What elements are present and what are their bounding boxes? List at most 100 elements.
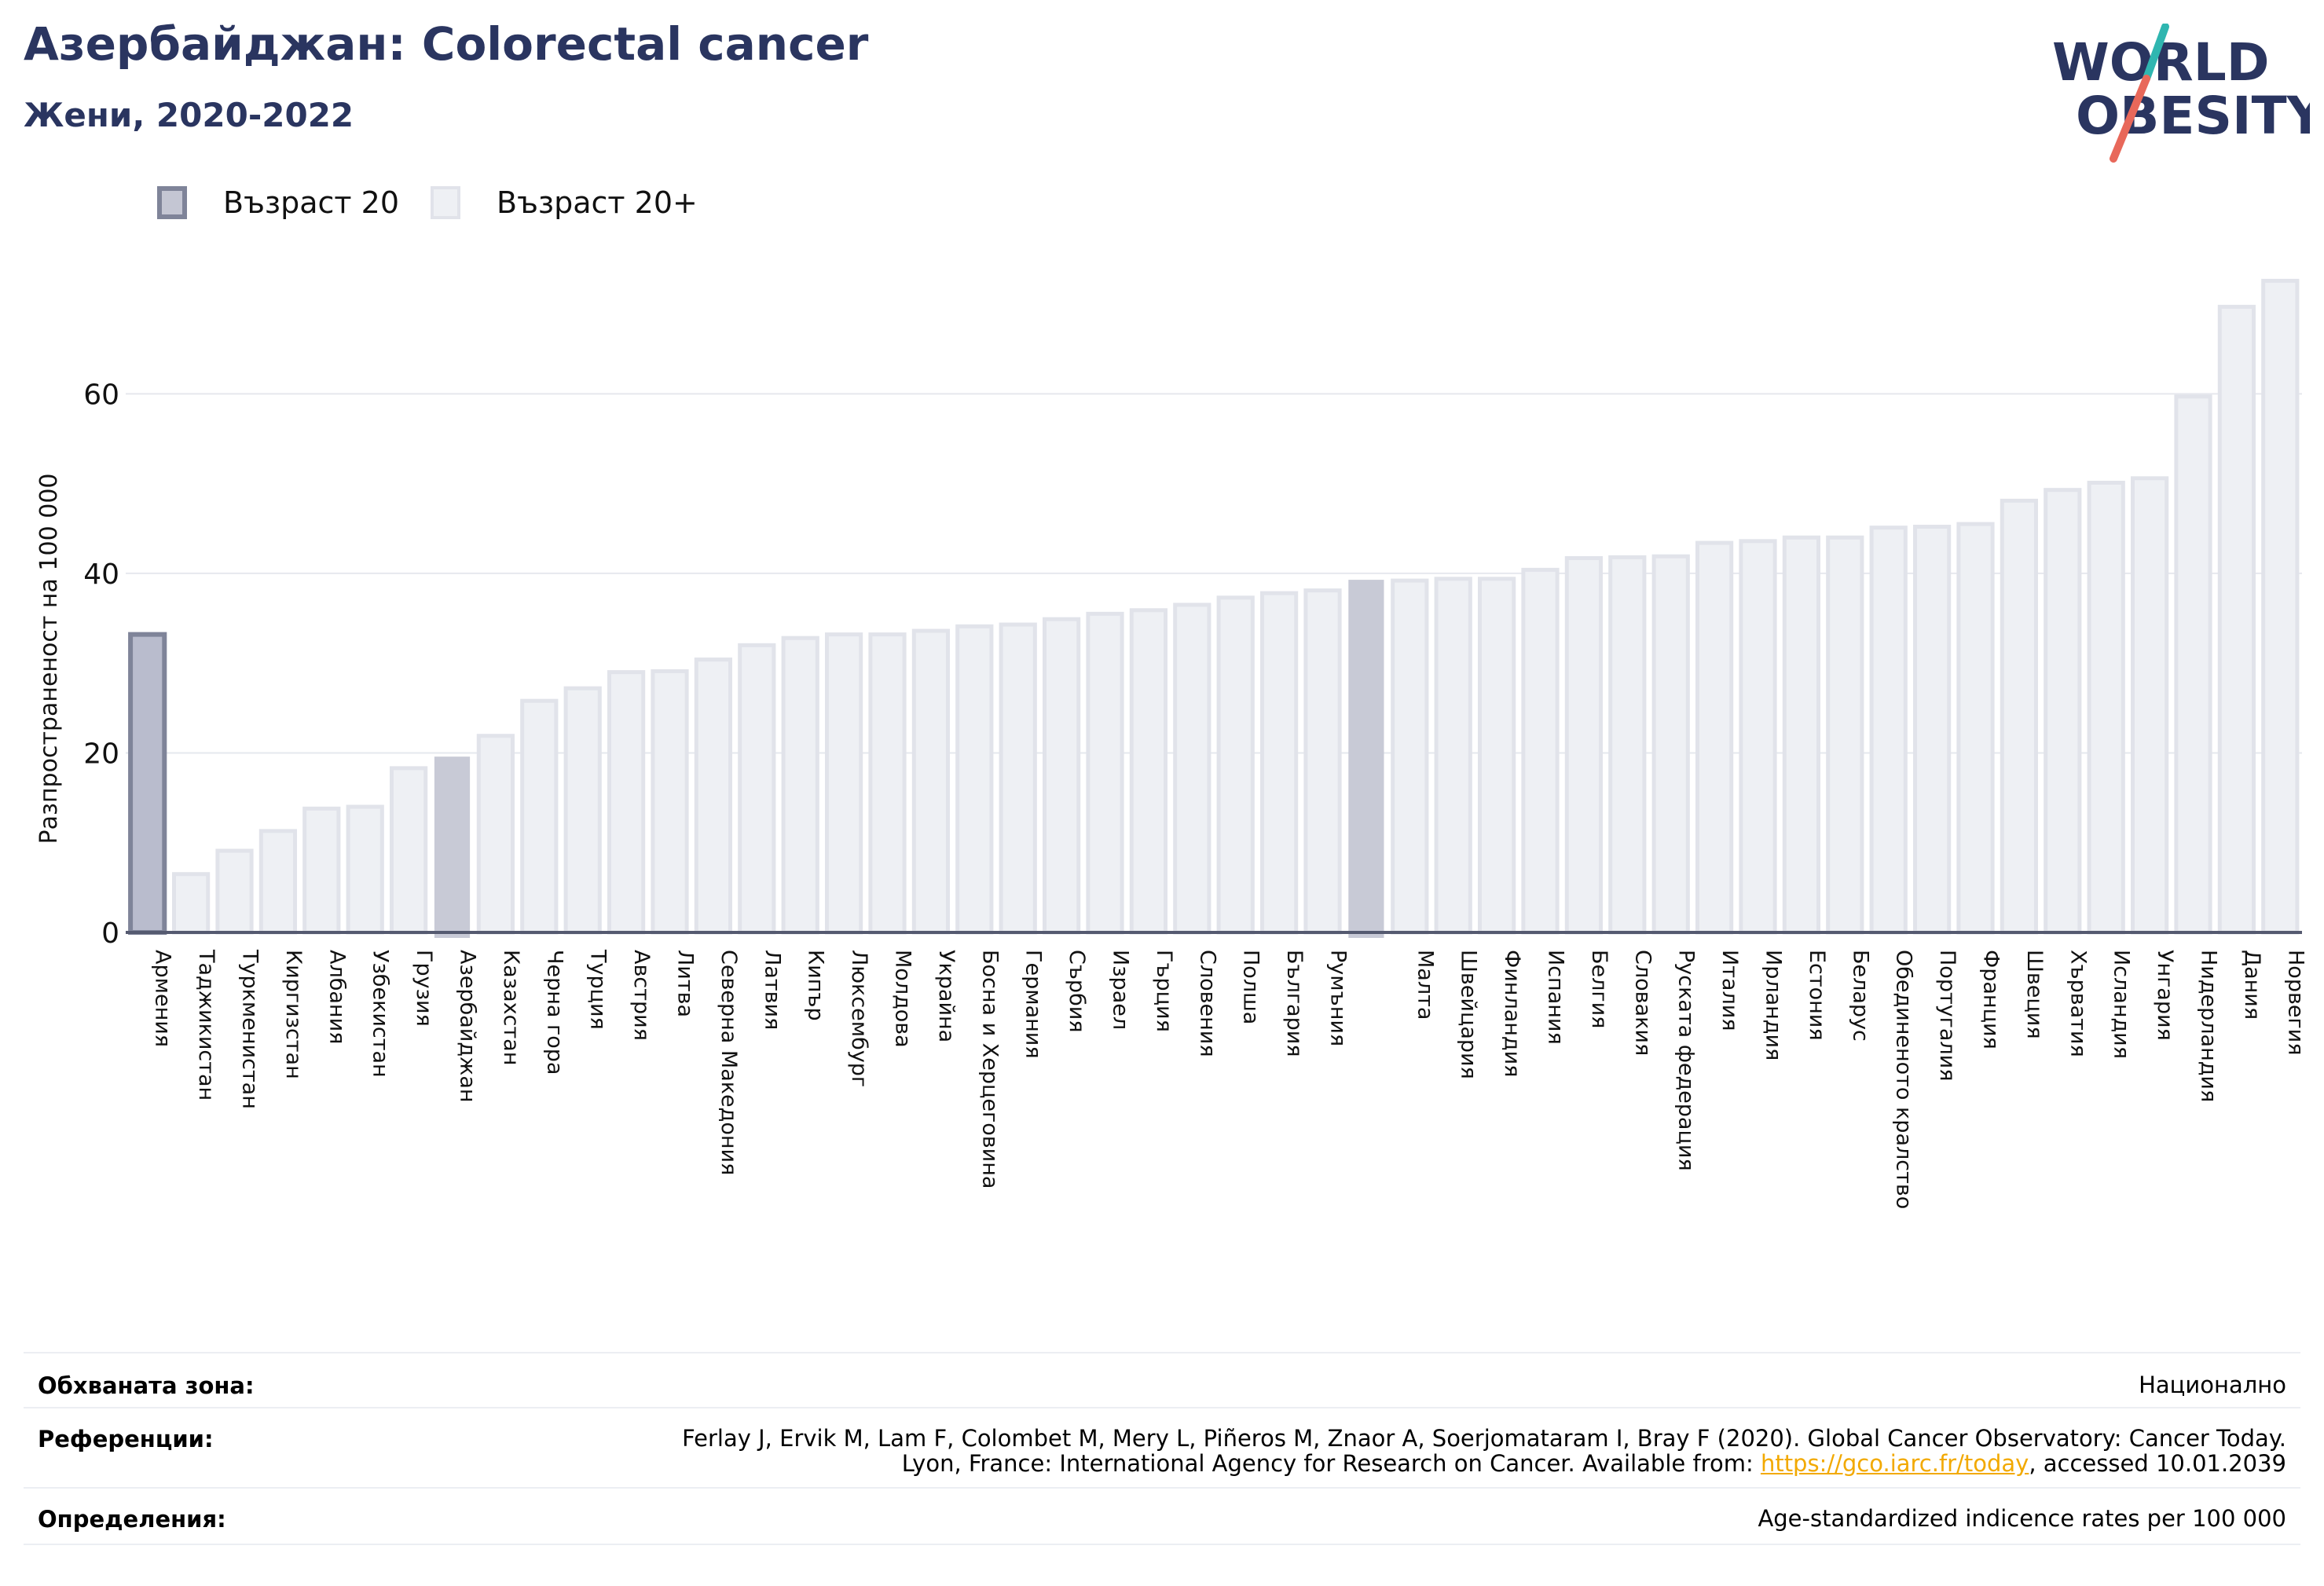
x-tick-label: Франция (1979, 950, 2003, 1049)
y-tick-label: 40 (83, 559, 119, 591)
x-tick-label: Дания (2240, 950, 2264, 1020)
y-tick-label: 0 (101, 918, 119, 950)
bar (1912, 525, 1952, 935)
bar (2000, 498, 2039, 935)
x-tick-label: Руската федерация (1674, 950, 1699, 1171)
x-tick-label: Северна Македония (717, 950, 741, 1175)
x-tick-label: Албания (324, 950, 349, 1044)
x-tick-label: Исландия (2110, 950, 2134, 1059)
x-tick-label: Финландия (1500, 950, 1524, 1077)
x-tick-label: Обединеното кралство (1892, 950, 1916, 1209)
references-value: Ferlay J, Ervik M, Lam F, Colombet M, Me… (682, 1426, 2286, 1476)
bar (215, 848, 254, 935)
bar (2261, 278, 2300, 935)
x-tick-label: Малта (1413, 950, 1437, 1020)
logo-slash-coral (2110, 75, 2150, 163)
x-tick-label: Турция (586, 949, 610, 1030)
bar (824, 632, 863, 935)
bar (1521, 567, 1560, 935)
bar (2044, 488, 2082, 935)
x-tick-label: Беларус (1848, 950, 1872, 1042)
x-tick-label: Словакия (1630, 950, 1655, 1056)
x-tick-label: Люксембург (847, 950, 871, 1087)
bar (1086, 611, 1124, 935)
logo-word-obesity: OBESITY (2076, 86, 2310, 146)
bar (955, 624, 994, 935)
references-line1: Ferlay J, Ervik M, Lam F, Colombet M, Me… (682, 1425, 2286, 1452)
x-tick-label: Таджикистан (194, 949, 218, 1101)
bar-chart: 0 20 40 60 Разпространеност на 100 000 Армени… (35, 278, 2308, 1209)
bar (781, 635, 819, 935)
x-tick-label: Украйна (934, 950, 959, 1042)
bar (1303, 588, 1342, 935)
references-line2-post: , accessed 10.01.2039 (2029, 1450, 2286, 1477)
logo-slash-teal (2143, 24, 2169, 82)
bar (520, 698, 559, 935)
bar (1434, 577, 1472, 935)
x-tick-label: Португалия (1935, 950, 1959, 1081)
bar (1739, 539, 1777, 935)
bar (346, 804, 384, 935)
bar (738, 643, 776, 935)
bar (607, 670, 646, 935)
legend-item-age20plus[interactable]: Възраст 20+ (431, 184, 698, 222)
footer-definitions-row: Определения: Age-standardized indicence … (24, 1487, 2300, 1545)
x-tick-label: Швейцария (1457, 950, 1481, 1079)
bar (1564, 556, 1604, 935)
coverage-label: Обхваната зона: (38, 1372, 255, 1399)
x-tick-label: Босна и Херцеговина (977, 950, 1002, 1189)
x-tick-label: Белгия (1587, 950, 1611, 1028)
chart-title: Азербайджан: Colorectal cancer (24, 17, 869, 71)
y-axis-label: Разпространеност на 100 000 (35, 474, 63, 844)
references-line2: Lyon, France: International Agency for R… (682, 1451, 2286, 1476)
x-tick-label: Узбекистан (368, 950, 393, 1078)
x-tick-label: Швеция (2022, 950, 2047, 1039)
y-tick-label: 20 (83, 738, 119, 770)
legend-label-age20plus: Възраст 20+ (497, 185, 698, 220)
x-tick-label: Румъния (1326, 950, 1351, 1046)
bar (1651, 554, 1690, 935)
x-tick-label: Естония (1805, 950, 1829, 1041)
bar (2130, 476, 2169, 935)
references-link[interactable]: https://gco.iarc.fr/today (1760, 1450, 2029, 1477)
legend-label-age20: Възраст 20 (223, 185, 399, 220)
bar (434, 756, 471, 938)
x-tick-label: Полша (1239, 950, 1263, 1024)
legend-swatch-age20 (157, 186, 187, 219)
bar (1826, 535, 1864, 935)
bar (1782, 535, 1821, 935)
footer-coverage-row: Обхваната зона: Национално (24, 1352, 2300, 1408)
x-tick-label: Унгария (2153, 950, 2177, 1041)
x-tick-label: Испания (1544, 950, 1568, 1045)
x-tick-label: Австрия (629, 950, 654, 1041)
x-tick-label: Молдова (891, 950, 915, 1048)
bar (868, 632, 907, 935)
bar (1259, 591, 1299, 935)
bar (476, 734, 515, 935)
x-tick-label: Словения (1195, 950, 1219, 1057)
bar (302, 806, 341, 935)
bar (2217, 305, 2256, 935)
bar (1477, 577, 1516, 935)
definitions-label: Определения: (38, 1506, 226, 1533)
bar (171, 872, 211, 935)
bar (1695, 540, 1734, 935)
bar (1608, 555, 1647, 935)
legend-item-age20[interactable]: Възраст 20 (157, 184, 399, 222)
x-tick-label: Гърция (1152, 950, 1176, 1032)
x-tick-label: Норвегия (2283, 950, 2308, 1055)
x-tick-label: Казахстан (499, 950, 523, 1065)
bar (128, 632, 167, 935)
x-tick-label: Германия (1021, 950, 1046, 1059)
y-tick-label: 60 (83, 379, 119, 411)
references-line2-pre: Lyon, France: International Agency for R… (901, 1450, 1761, 1477)
x-tick-label: Ирландия (1761, 950, 1786, 1060)
bar (1869, 526, 1908, 935)
bar (1391, 578, 1429, 935)
bar (651, 668, 689, 935)
definitions-value: Age-standardized indicence rates per 100… (1758, 1505, 2286, 1532)
x-tick-label: Грузия (412, 950, 436, 1027)
chart-subtitle: Жени, 2020-2022 (24, 96, 354, 134)
x-tick-label: Израел (1109, 950, 1133, 1030)
bar (2174, 394, 2212, 935)
